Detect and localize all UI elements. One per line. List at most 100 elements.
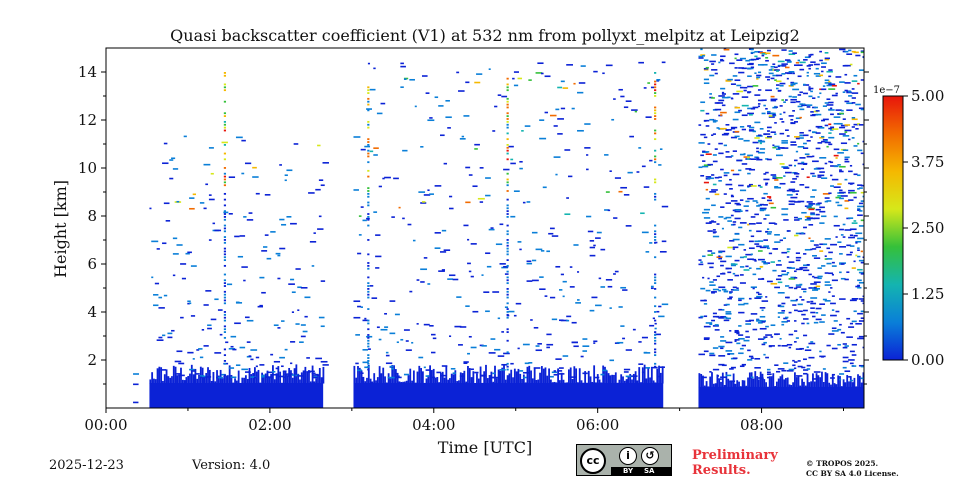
- backscatter-cell: [362, 219, 367, 222]
- boundary-layer-cell: [454, 370, 457, 384]
- backscatter-cell: [513, 84, 519, 87]
- boundary-layer-cell: [698, 373, 701, 388]
- backscatter-cell: [214, 298, 219, 301]
- boundary-layer-cell: [598, 379, 601, 384]
- boundary-layer-cell: [217, 375, 220, 384]
- boundary-layer-cell: [775, 381, 778, 388]
- backscatter-cell: [860, 365, 864, 368]
- streak-cell: [223, 313, 227, 316]
- boundary-layer-cell: [577, 382, 579, 384]
- attribution-icon: i: [619, 447, 637, 465]
- boundary-layer-cell: [232, 382, 235, 384]
- streak-cell: [506, 126, 509, 129]
- backscatter-cell: [858, 187, 863, 189]
- backscatter-cell: [707, 177, 714, 180]
- boundary-layer-cell: [625, 379, 628, 384]
- backscatter-cell: [860, 377, 864, 380]
- backscatter-cell: [738, 297, 745, 300]
- backscatter-cell: [732, 272, 736, 275]
- backscatter-cell: [748, 126, 755, 129]
- boundary-layer-cell: [616, 382, 619, 384]
- profile-streak: [654, 72, 657, 368]
- backscatter-cell: [862, 302, 864, 305]
- backscatter-cell: [281, 365, 284, 368]
- boundary-layer-cell: [286, 375, 289, 384]
- backscatter-cell: [738, 169, 742, 172]
- backscatter-cell: [357, 369, 363, 372]
- backscatter-cell: [862, 346, 864, 349]
- backscatter-cell: [806, 75, 809, 77]
- backscatter-cell: [373, 154, 378, 156]
- backscatter-cell: [730, 83, 736, 85]
- backscatter-cell: [757, 250, 763, 252]
- streak-cell: [506, 368, 509, 371]
- boundary-layer-cell: [524, 382, 527, 384]
- streak-cell: [506, 270, 509, 273]
- backscatter-cell: [801, 232, 804, 234]
- backscatter-cell: [661, 205, 669, 208]
- backscatter-cell: [716, 127, 720, 129]
- streak-cell: [223, 72, 227, 74]
- backscatter-cell: [385, 362, 393, 365]
- backscatter-cell: [703, 82, 710, 85]
- backscatter-cell: [720, 114, 723, 116]
- boundary-layer: [149, 383, 324, 408]
- backscatter-cell: [804, 218, 811, 221]
- backscatter-cell: [788, 261, 795, 263]
- boundary-layer-cell: [414, 382, 417, 384]
- backscatter-cell: [730, 263, 738, 266]
- backscatter-cell: [763, 208, 766, 211]
- backscatter-cell: [712, 315, 720, 318]
- backscatter-cell: [456, 296, 462, 298]
- boundary-layer-cell: [604, 366, 606, 384]
- backscatter-cell: [788, 164, 793, 167]
- backscatter-cell: [806, 301, 810, 303]
- backscatter-cell: [759, 377, 764, 380]
- boundary-layer-cell: [785, 378, 787, 388]
- backscatter-cell: [720, 347, 724, 350]
- boundary-layer-cell: [492, 381, 495, 384]
- backscatter-cell: [835, 76, 842, 78]
- boundary-layer-cell: [264, 373, 267, 384]
- backscatter-cell: [831, 265, 837, 267]
- backscatter-cell: [801, 288, 807, 290]
- streak-cell: [223, 319, 227, 322]
- backscatter-cell: [259, 276, 265, 279]
- streak-cell: [506, 331, 509, 333]
- y-tick-label: 4: [87, 303, 97, 321]
- backscatter-cell: [763, 178, 770, 181]
- backscatter-cell: [840, 263, 845, 265]
- backscatter-cell: [720, 260, 727, 263]
- backscatter-cell: [732, 238, 740, 241]
- backscatter-cell: [658, 164, 662, 166]
- streak-cell: [506, 213, 509, 215]
- backscatter-cell: [754, 121, 761, 124]
- streak-cell: [506, 118, 509, 120]
- backscatter-cell: [512, 77, 515, 80]
- backscatter-cell: [609, 307, 612, 309]
- backscatter-cell: [810, 111, 814, 113]
- backscatter-cell: [207, 324, 212, 327]
- backscatter-cell: [604, 209, 609, 211]
- backscatter-cell: [858, 210, 863, 212]
- backscatter-cell: [810, 302, 817, 305]
- backscatter-cell: [795, 256, 802, 259]
- backscatter-cell: [745, 253, 753, 256]
- streak-cell: [654, 129, 657, 132]
- backscatter-cell: [794, 136, 800, 138]
- backscatter-cell: [730, 195, 735, 198]
- backscatter-cell: [750, 235, 755, 238]
- backscatter-cell: [848, 49, 852, 52]
- backscatter-cell: [598, 277, 602, 280]
- backscatter-cell: [844, 156, 850, 159]
- backscatter-cell: [732, 246, 739, 249]
- streak-cell: [367, 368, 370, 371]
- backscatter-cell: [765, 231, 772, 233]
- backscatter-cell: [763, 104, 766, 107]
- backscatter-cell: [718, 180, 722, 182]
- boundary-layer-cell: [795, 377, 798, 388]
- backscatter-cell: [560, 107, 566, 110]
- boundary-layer-cell: [535, 380, 538, 384]
- backscatter-cell: [743, 205, 749, 207]
- backscatter-cell: [759, 128, 764, 130]
